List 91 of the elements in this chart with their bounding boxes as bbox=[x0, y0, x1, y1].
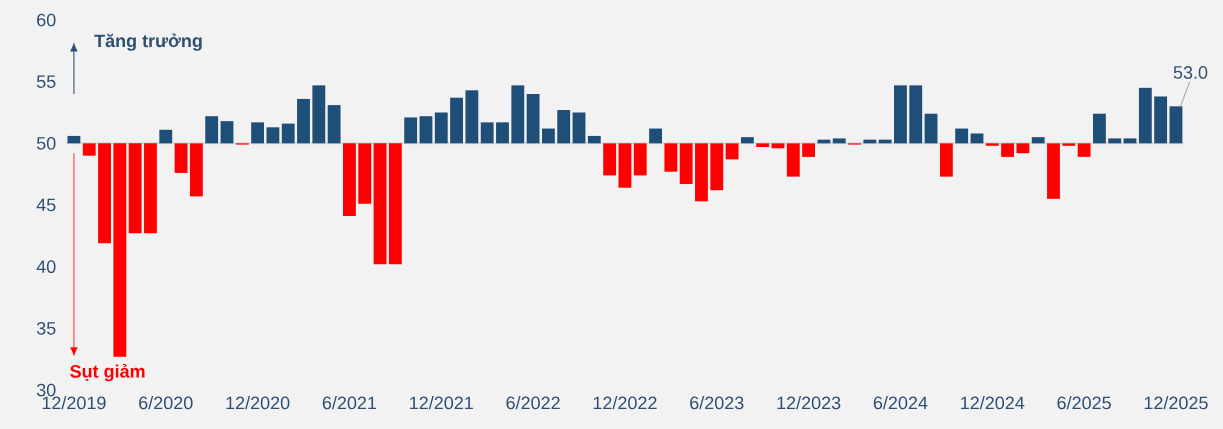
bar bbox=[894, 85, 907, 144]
bar bbox=[205, 116, 219, 144]
bar bbox=[526, 94, 540, 144]
x-tick-label: 12/2022 bbox=[593, 396, 657, 410]
bar bbox=[832, 138, 846, 144]
x-tick-label: 6/2021 bbox=[322, 396, 377, 410]
bar bbox=[113, 143, 127, 357]
annotation: Sụt giảm bbox=[70, 364, 145, 382]
annotation: Tăng trưởng bbox=[94, 33, 202, 51]
bar bbox=[327, 105, 341, 144]
bar bbox=[541, 128, 555, 144]
bar bbox=[725, 143, 739, 160]
bar bbox=[587, 135, 601, 144]
bar bbox=[909, 85, 923, 144]
bar bbox=[985, 143, 999, 146]
bar bbox=[557, 110, 571, 144]
bar bbox=[434, 112, 448, 144]
bar bbox=[312, 85, 326, 144]
bar bbox=[740, 137, 754, 144]
x-tick-label: 6/2024 bbox=[873, 396, 928, 410]
y-tick-label: 30 bbox=[36, 383, 56, 397]
bar bbox=[710, 143, 724, 191]
bar bbox=[786, 143, 800, 177]
bar bbox=[82, 143, 96, 156]
bar bbox=[1108, 138, 1122, 144]
bar bbox=[1138, 87, 1152, 144]
bar bbox=[266, 127, 280, 144]
y-tick-label: 35 bbox=[36, 321, 56, 335]
bar bbox=[649, 128, 662, 144]
y-tick-label: 45 bbox=[36, 198, 56, 212]
bar bbox=[1092, 113, 1106, 144]
x-tick-label: 6/2020 bbox=[139, 396, 193, 410]
bar bbox=[450, 97, 463, 144]
bar bbox=[955, 128, 969, 144]
bar bbox=[1154, 96, 1168, 144]
bar bbox=[1047, 143, 1060, 199]
bar bbox=[1031, 137, 1045, 144]
bar bbox=[404, 117, 418, 144]
bar bbox=[1062, 143, 1076, 146]
y-tick-label: 60 bbox=[37, 13, 56, 27]
bar bbox=[297, 98, 310, 144]
bar bbox=[220, 121, 234, 144]
bar bbox=[679, 143, 693, 185]
bar bbox=[802, 143, 816, 157]
bar bbox=[1016, 143, 1030, 154]
bar bbox=[67, 135, 81, 144]
x-tick-label: 12/2019 bbox=[42, 396, 106, 410]
bar bbox=[970, 133, 984, 144]
x-tick-label: 12/2023 bbox=[777, 396, 841, 410]
bar bbox=[771, 143, 785, 149]
bar bbox=[618, 143, 632, 188]
annotation: 53.0 bbox=[1173, 66, 1208, 79]
bar bbox=[633, 143, 647, 176]
x-tick-label: 6/2023 bbox=[690, 396, 744, 410]
bar bbox=[98, 143, 111, 244]
bar bbox=[1169, 106, 1183, 144]
bar bbox=[496, 122, 509, 144]
x-tick-label: 12/2020 bbox=[226, 396, 290, 410]
y-tick-label: 40 bbox=[36, 260, 56, 274]
bar bbox=[939, 143, 953, 177]
bar bbox=[572, 112, 586, 144]
bar bbox=[511, 85, 525, 144]
x-tick-label: 6/2025 bbox=[1057, 396, 1111, 410]
bar bbox=[159, 129, 173, 144]
bar bbox=[480, 122, 494, 144]
x-tick-label: 12/2025 bbox=[1144, 396, 1208, 410]
bar bbox=[1001, 143, 1015, 157]
y-tick-label: 55 bbox=[36, 75, 56, 88]
bar bbox=[388, 143, 402, 265]
bar bbox=[174, 143, 188, 173]
bar bbox=[128, 143, 142, 234]
bar bbox=[281, 123, 295, 144]
bar bbox=[695, 143, 708, 202]
bar bbox=[664, 143, 678, 172]
bar bbox=[251, 122, 265, 144]
x-tick-label: 6/2022 bbox=[506, 396, 560, 410]
bar bbox=[343, 143, 356, 217]
bar bbox=[1123, 138, 1137, 144]
bar bbox=[603, 143, 617, 176]
bar bbox=[189, 143, 203, 197]
bar bbox=[756, 143, 770, 148]
bar bbox=[358, 143, 372, 204]
bar bbox=[465, 90, 479, 144]
bar bbox=[419, 116, 433, 144]
bar bbox=[144, 143, 157, 234]
bar bbox=[924, 113, 938, 144]
x-tick-label: 12/2024 bbox=[961, 396, 1025, 410]
bar bbox=[1077, 143, 1091, 157]
y-tick-label: 50 bbox=[36, 136, 56, 150]
bar bbox=[373, 143, 387, 265]
x-tick-label: 12/2021 bbox=[410, 396, 473, 410]
